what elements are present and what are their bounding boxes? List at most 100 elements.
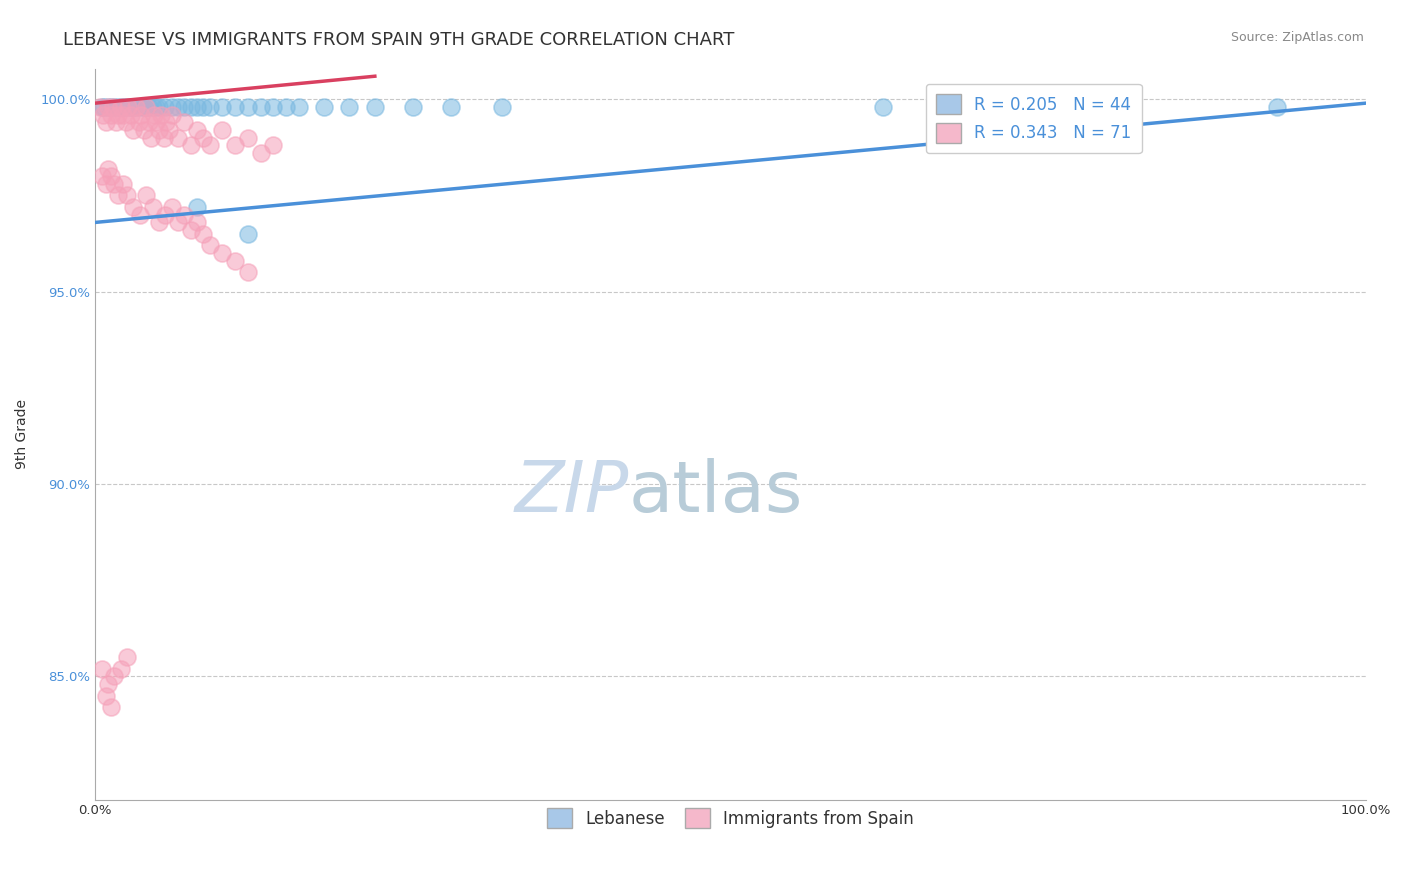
Point: [125, 100, 148, 114]
Point: [103, 100, 125, 114]
Point: [145, 100, 167, 114]
Point: [128, 208, 150, 222]
Point: [138, 115, 160, 129]
Point: [94, 115, 117, 129]
Point: [91, 108, 114, 122]
Point: [115, 650, 138, 665]
Point: [157, 123, 180, 137]
Text: atlas: atlas: [628, 458, 803, 527]
Point: [249, 100, 271, 114]
Point: [236, 265, 259, 279]
Point: [287, 100, 309, 114]
Point: [101, 100, 124, 114]
Point: [112, 108, 135, 122]
Point: [90, 662, 112, 676]
Point: [100, 100, 122, 114]
Point: [132, 123, 155, 137]
Point: [364, 100, 387, 114]
Point: [135, 100, 157, 114]
Point: [128, 115, 150, 129]
Point: [97, 161, 120, 176]
Text: ZIP: ZIP: [515, 458, 628, 527]
Point: [167, 100, 190, 114]
Point: [167, 130, 190, 145]
Point: [110, 100, 132, 114]
Point: [100, 108, 122, 122]
Point: [141, 200, 163, 214]
Point: [167, 215, 190, 229]
Point: [100, 169, 122, 184]
Point: [155, 115, 177, 129]
Point: [312, 100, 335, 114]
Point: [145, 115, 167, 129]
Point: [103, 177, 125, 191]
Point: [148, 123, 170, 137]
Point: [198, 138, 221, 153]
Point: [135, 188, 157, 202]
Point: [160, 108, 183, 122]
Point: [132, 100, 155, 114]
Point: [107, 100, 129, 114]
Point: [122, 123, 145, 137]
Point: [94, 177, 117, 191]
Point: [120, 100, 142, 114]
Point: [249, 146, 271, 161]
Point: [97, 677, 120, 691]
Point: [339, 100, 361, 114]
Point: [115, 115, 138, 129]
Point: [402, 100, 425, 114]
Point: [115, 188, 138, 202]
Point: [150, 108, 173, 122]
Point: [94, 689, 117, 703]
Point: [180, 100, 202, 114]
Point: [173, 100, 195, 114]
Point: [186, 215, 208, 229]
Point: [224, 253, 246, 268]
Point: [97, 100, 120, 114]
Point: [90, 100, 112, 114]
Point: [138, 100, 160, 114]
Point: [122, 200, 145, 214]
Point: [110, 662, 132, 676]
Point: [274, 100, 297, 114]
Point: [90, 169, 112, 184]
Point: [236, 227, 259, 241]
Point: [120, 108, 142, 122]
Point: [148, 100, 170, 114]
Point: [491, 100, 513, 114]
Point: [155, 208, 177, 222]
Point: [148, 215, 170, 229]
Point: [107, 188, 129, 202]
Point: [198, 100, 221, 114]
Point: [129, 108, 152, 122]
Point: [141, 100, 163, 114]
Point: [198, 238, 221, 252]
Point: [211, 123, 233, 137]
Point: [93, 100, 115, 114]
Point: [186, 200, 208, 214]
Point: [97, 100, 120, 114]
Point: [160, 100, 183, 114]
Point: [122, 100, 145, 114]
Point: [89, 100, 111, 114]
Point: [115, 100, 138, 114]
Point: [141, 130, 163, 145]
Point: [112, 177, 135, 191]
Y-axis label: 9th Grade: 9th Grade: [15, 399, 30, 469]
Point: [193, 100, 215, 114]
Point: [142, 108, 165, 122]
Point: [211, 246, 233, 260]
Text: Source: ZipAtlas.com: Source: ZipAtlas.com: [1230, 31, 1364, 45]
Point: [872, 100, 894, 114]
Point: [100, 700, 122, 714]
Point: [180, 138, 202, 153]
Point: [155, 100, 177, 114]
Point: [224, 100, 246, 114]
Legend: Lebanese, Immigrants from Spain: Lebanese, Immigrants from Spain: [540, 801, 921, 835]
Point: [110, 100, 132, 114]
Point: [224, 138, 246, 153]
Point: [440, 100, 463, 114]
Point: [173, 115, 195, 129]
Point: [128, 100, 150, 114]
Point: [262, 100, 284, 114]
